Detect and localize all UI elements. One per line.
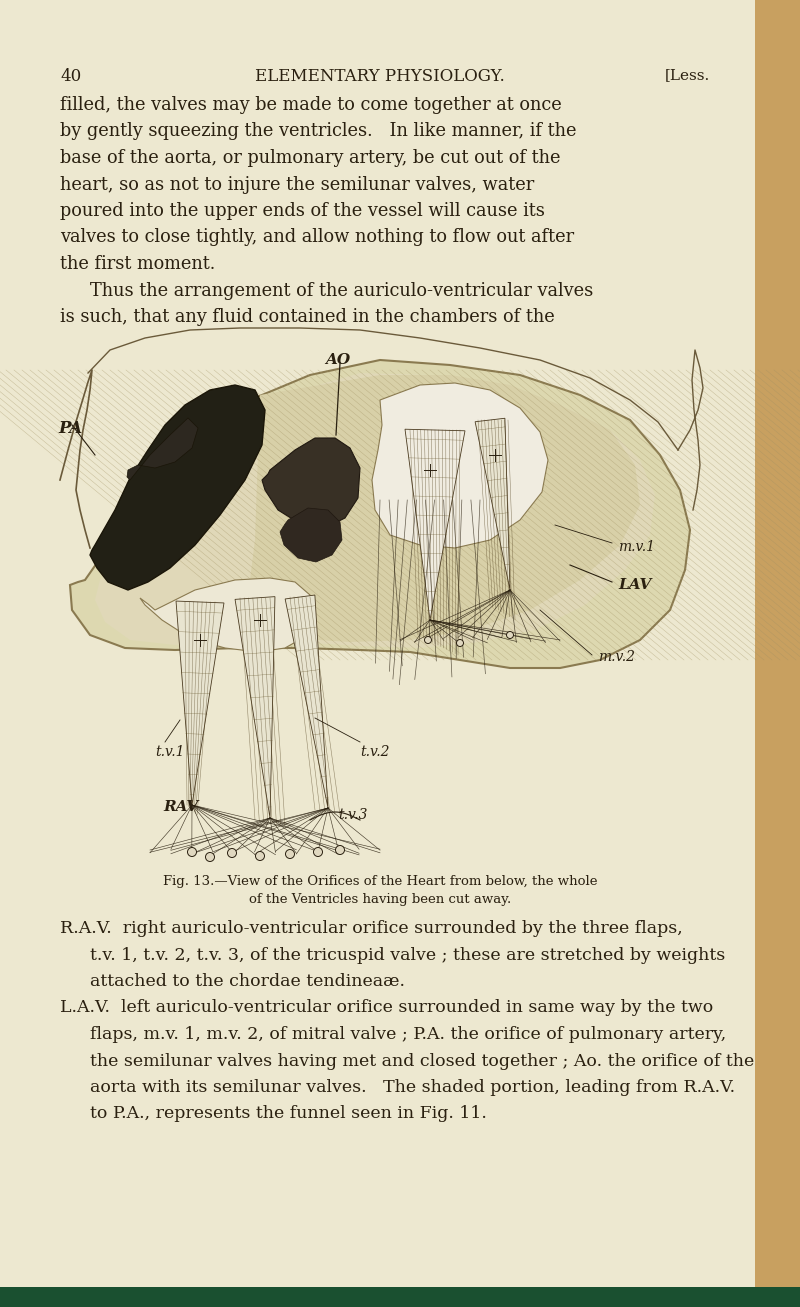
Polygon shape bbox=[285, 595, 328, 808]
Polygon shape bbox=[405, 429, 465, 620]
Text: to P.A., represents the funnel seen in Fig. 11.: to P.A., represents the funnel seen in F… bbox=[90, 1106, 487, 1123]
Text: valves to close tightly, and allow nothing to flow out after: valves to close tightly, and allow nothi… bbox=[60, 229, 574, 247]
Text: t.v. 1, t.v. 2, t.v. 3, of the tricuspid valve ; these are stretched by weights: t.v. 1, t.v. 2, t.v. 3, of the tricuspid… bbox=[90, 946, 726, 963]
Text: of the Ventricles having been cut away.: of the Ventricles having been cut away. bbox=[249, 893, 511, 906]
Text: [Less.: [Less. bbox=[665, 68, 710, 82]
Circle shape bbox=[286, 850, 294, 859]
Polygon shape bbox=[372, 383, 548, 548]
Polygon shape bbox=[262, 438, 360, 528]
Text: aorta with its semilunar valves.   The shaded portion, leading from R.A.V.: aorta with its semilunar valves. The sha… bbox=[90, 1080, 735, 1097]
Polygon shape bbox=[95, 372, 655, 648]
Bar bbox=[755, 0, 800, 1307]
Text: R.A.V.  right auriculo-ventricular orifice surrounded by the three flaps,: R.A.V. right auriculo-ventricular orific… bbox=[60, 920, 682, 937]
Polygon shape bbox=[90, 386, 265, 589]
Text: ELEMENTARY PHYSIOLOGY.: ELEMENTARY PHYSIOLOGY. bbox=[255, 68, 505, 85]
Text: RAV: RAV bbox=[163, 800, 198, 814]
Circle shape bbox=[506, 631, 514, 639]
Text: t.v.3: t.v.3 bbox=[338, 808, 367, 822]
Text: m.v.1: m.v.1 bbox=[618, 540, 655, 554]
Text: AO: AO bbox=[326, 353, 350, 367]
Text: 40: 40 bbox=[60, 68, 82, 85]
Text: flaps, m.v. 1, m.v. 2, of mitral valve ; P.A. the orifice of pulmonary artery,: flaps, m.v. 1, m.v. 2, of mitral valve ;… bbox=[90, 1026, 726, 1043]
Text: filled, the valves may be made to come together at once: filled, the valves may be made to come t… bbox=[60, 95, 562, 114]
Circle shape bbox=[335, 846, 345, 855]
Text: LAV: LAV bbox=[618, 578, 651, 592]
Polygon shape bbox=[140, 578, 315, 652]
Text: poured into the upper ends of the vessel will cause its: poured into the upper ends of the vessel… bbox=[60, 203, 545, 220]
Circle shape bbox=[227, 848, 237, 857]
Polygon shape bbox=[280, 508, 342, 562]
Text: L.A.V.  left auriculo-ventricular orifice surrounded in same way by the two: L.A.V. left auriculo-ventricular orifice… bbox=[60, 1000, 714, 1017]
Polygon shape bbox=[235, 596, 275, 818]
Text: the first moment.: the first moment. bbox=[60, 255, 215, 273]
Bar bbox=[0, 1287, 800, 1307]
Circle shape bbox=[187, 847, 197, 856]
Circle shape bbox=[457, 639, 463, 647]
Text: heart, so as not to injure the semilunar valves, water: heart, so as not to injure the semilunar… bbox=[60, 175, 534, 193]
Text: base of the aorta, or pulmonary artery, be cut out of the: base of the aorta, or pulmonary artery, … bbox=[60, 149, 561, 167]
Text: PA: PA bbox=[58, 420, 82, 437]
Circle shape bbox=[255, 851, 265, 860]
Circle shape bbox=[425, 637, 431, 643]
Text: attached to the chordae tendineaæ.: attached to the chordae tendineaæ. bbox=[90, 972, 405, 989]
Text: the semilunar valves having met and closed together ; Ao. the orifice of the: the semilunar valves having met and clos… bbox=[90, 1052, 754, 1069]
Text: t.v.2: t.v.2 bbox=[360, 745, 390, 759]
Text: by gently squeezing the ventricles.   In like manner, if the: by gently squeezing the ventricles. In l… bbox=[60, 123, 577, 140]
Text: is such, that any fluid contained in the chambers of the: is such, that any fluid contained in the… bbox=[60, 308, 554, 325]
Polygon shape bbox=[127, 418, 198, 480]
Text: t.v.1: t.v.1 bbox=[155, 745, 185, 759]
Circle shape bbox=[314, 847, 322, 856]
Polygon shape bbox=[176, 601, 224, 805]
Polygon shape bbox=[250, 375, 640, 642]
Text: m.v.2: m.v.2 bbox=[598, 650, 635, 664]
Polygon shape bbox=[475, 418, 510, 589]
Circle shape bbox=[206, 852, 214, 861]
Text: Fig. 13.—View of the Orifices of the Heart from below, the whole: Fig. 13.—View of the Orifices of the Hea… bbox=[162, 874, 598, 887]
Polygon shape bbox=[70, 359, 690, 668]
Text: Thus the arrangement of the auriculo-ventricular valves: Thus the arrangement of the auriculo-ven… bbox=[90, 281, 594, 299]
